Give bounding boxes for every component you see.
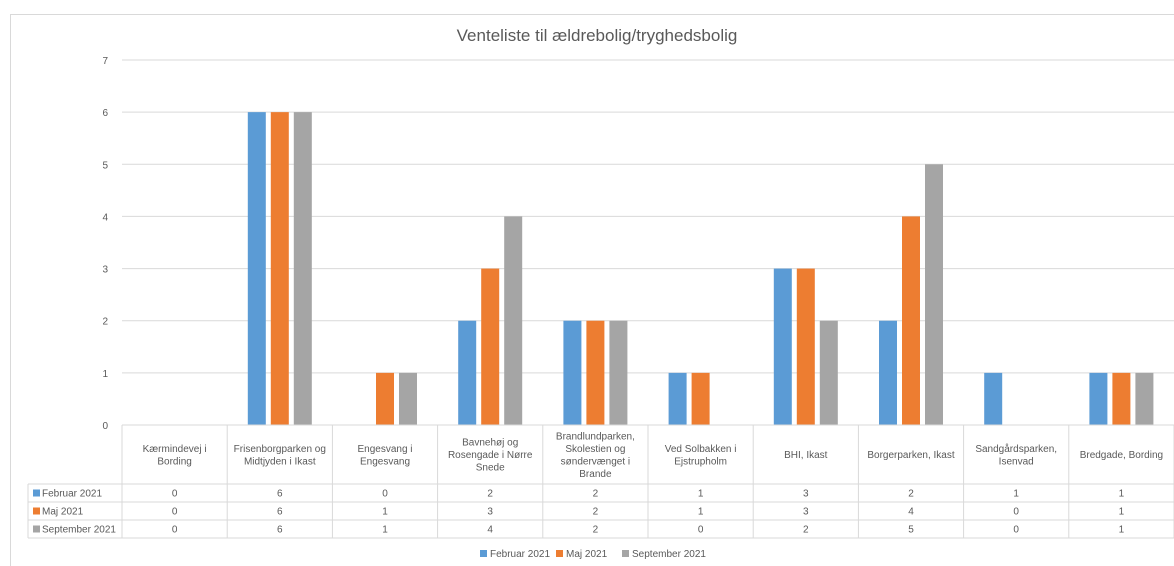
table-cell-value: 6 — [277, 507, 283, 518]
table-cell-value: 0 — [172, 489, 178, 500]
legend-label-maj-2021: Maj 2021 — [566, 549, 608, 560]
table-series-name: September 2021 — [42, 525, 116, 536]
bar-februar-2021-9 — [984, 372, 1003, 425]
category-label-7: BHI, Ikast — [784, 450, 828, 461]
bar-februar-2021-7 — [773, 268, 792, 425]
table-cell-value: 1 — [382, 507, 388, 518]
legend-swatch-maj-2021 — [556, 550, 563, 557]
table-cell-value: 0 — [698, 525, 704, 536]
legend: Februar 2021 Maj 2021 September 2021 — [480, 549, 706, 560]
bar-februar-2021-4 — [458, 320, 477, 425]
table-cell-value: 1 — [1119, 489, 1125, 500]
table-cell-value: 4 — [908, 507, 914, 518]
bar-maj-2021-4 — [481, 268, 500, 425]
bar-september-2021-4 — [504, 216, 523, 425]
table-cell-value: 2 — [908, 489, 914, 500]
table-cell-value: 3 — [803, 489, 809, 500]
table-series-name: Maj 2021 — [42, 507, 84, 518]
bar-maj-2021-3 — [376, 372, 394, 425]
table-cell-value: 0 — [382, 489, 388, 500]
category-label-2: Frisenborgparken og Midtjyden i Ikast — [234, 444, 326, 468]
category-label-6: Ved Solbakken i Ejstrupholm — [665, 444, 737, 468]
bar-september-2021-10 — [1135, 372, 1154, 425]
table-series-name: Februar 2021 — [42, 489, 102, 500]
table-cell-value: 1 — [1119, 507, 1125, 518]
table-cell-value: 1 — [1119, 525, 1125, 536]
bar-maj-2021-6 — [691, 372, 710, 425]
table-cell-value: 4 — [487, 525, 493, 536]
bar-februar-2021-8 — [879, 320, 897, 425]
bar-september-2021-2 — [293, 112, 312, 426]
category-label-1: Kærmindevej i Bording — [143, 444, 207, 468]
y-tick-label: 3 — [102, 265, 108, 276]
y-tick-label: 5 — [102, 160, 108, 171]
table-cell-value: 3 — [803, 507, 809, 518]
table-cell-value: 2 — [487, 489, 493, 500]
bar-september-2021-5 — [609, 320, 628, 425]
table-cell-value: 1 — [698, 507, 704, 518]
table-cell-value: 2 — [593, 507, 599, 518]
bar-september-2021-7 — [819, 320, 838, 425]
bars — [247, 112, 1154, 426]
bar-maj-2021-5 — [586, 320, 605, 425]
bar-maj-2021-7 — [796, 268, 815, 425]
table-legend-key — [33, 525, 40, 533]
legend-label-februar-2021: Februar 2021 — [490, 549, 550, 560]
category-label-9: Sandgårdsparken, Isenvad — [975, 443, 1057, 468]
bar-september-2021-3 — [399, 372, 417, 425]
table-cell-value: 6 — [277, 489, 283, 500]
y-tick-label: 0 — [102, 421, 108, 432]
table-cell-value: 6 — [277, 525, 283, 536]
category-label-3: Engesvang i Engesvang — [357, 444, 412, 468]
table-cell-value: 1 — [1013, 489, 1019, 500]
table-cell-value: 0 — [1013, 525, 1019, 536]
bar-september-2021-8 — [925, 164, 943, 426]
bar-maj-2021-10 — [1112, 372, 1131, 425]
table-cell-value: 3 — [487, 507, 493, 518]
bar-maj-2021-2 — [270, 112, 289, 426]
bar-februar-2021-2 — [247, 112, 266, 426]
category-label-10: Bredgade, Bording — [1080, 450, 1163, 461]
y-tick-label: 7 — [102, 56, 108, 67]
table-cell-value: 5 — [908, 525, 914, 536]
category-label-8: Borgerparken, Ikast — [867, 450, 954, 461]
category-label-4: Bavnehøj og Rosengade i Nørre Snede — [448, 438, 533, 474]
y-tick-label: 2 — [102, 317, 108, 328]
table-legend-key — [33, 507, 40, 515]
bar-februar-2021-5 — [563, 320, 582, 425]
legend-swatch-februar-2021 — [480, 550, 487, 557]
chart-title: Venteliste til ældrebolig/tryghedsbolig — [457, 26, 738, 45]
table-cell-value: 1 — [382, 525, 388, 536]
y-tick-label: 4 — [102, 212, 108, 223]
table-cell-value: 2 — [803, 525, 809, 536]
y-axis-ticks: 0 1 2 3 4 5 6 7 — [102, 56, 108, 432]
bar-februar-2021-6 — [668, 372, 687, 425]
table-cell-value: 1 — [698, 489, 704, 500]
data-table: Kærmindevej i Bording Frisenborgparken og M… — [27, 424, 1174, 539]
table-cell-value: 0 — [1013, 507, 1019, 518]
table-cell-value: 0 — [172, 507, 178, 518]
category-label-5: Brandlundparken, Skolestien og søndervænge… — [556, 431, 635, 480]
bar-maj-2021-8 — [902, 216, 920, 425]
bar-februar-2021-10 — [1089, 372, 1108, 425]
chart-frame — [10, 14, 1174, 566]
table-cell-value: 2 — [593, 525, 599, 536]
y-tick-label: 6 — [102, 108, 108, 119]
table-legend-key — [33, 489, 40, 497]
legend-swatch-september-2021 — [622, 550, 629, 557]
legend-label-september-2021: September 2021 — [632, 549, 706, 560]
y-tick-label: 1 — [102, 369, 108, 380]
table-cell-value: 0 — [172, 525, 178, 536]
table-cell-value: 2 — [593, 489, 599, 500]
